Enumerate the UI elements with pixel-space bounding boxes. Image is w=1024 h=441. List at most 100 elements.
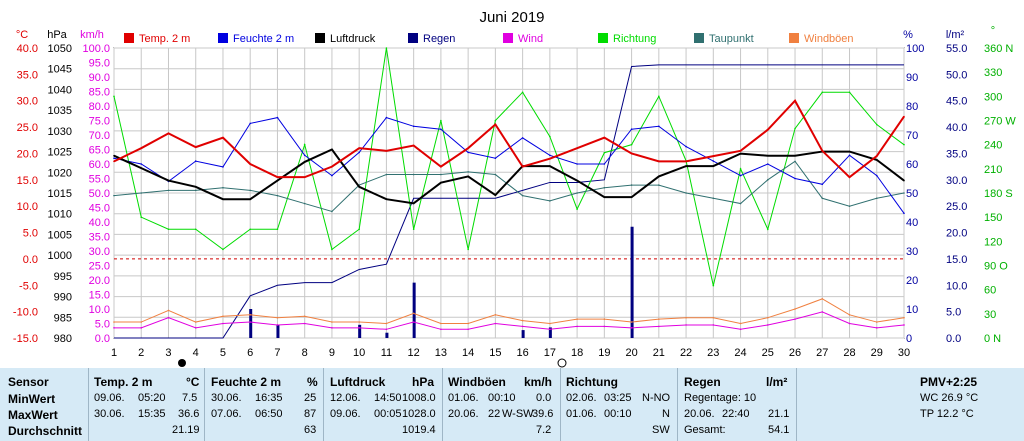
data-point <box>712 165 715 167</box>
data-point <box>766 324 769 326</box>
data-point <box>521 319 524 322</box>
humidity-tick-label: 0 <box>906 333 912 345</box>
wind-tick-label: 80.0 <box>89 101 110 113</box>
data-point <box>194 327 197 329</box>
data-point <box>549 154 551 157</box>
wind-tick-label: 40.0 <box>89 217 110 229</box>
rain-cumulative-line <box>114 64 904 339</box>
data-point <box>358 151 360 154</box>
wind-tick-label: 20.0 <box>89 275 110 287</box>
wind-tick-label: 95.0 <box>89 58 110 70</box>
pressure-tick-label: 1040 <box>48 84 72 96</box>
direction-tick-label: 120 <box>984 236 1002 248</box>
pressure-stats: Luftdruck hPa 12.06. 14:50 1008.0 09.06.… <box>330 368 440 441</box>
data-point <box>467 151 469 154</box>
wind-tick-label: 30.0 <box>89 246 110 258</box>
gust-max-time: 22 <box>488 408 501 420</box>
data-point <box>794 308 796 310</box>
data-point <box>603 151 606 154</box>
data-point <box>875 123 878 126</box>
data-point <box>521 165 524 168</box>
data-point <box>630 128 633 130</box>
data-point <box>766 179 769 181</box>
temp-max-time: 15:35 <box>138 408 166 420</box>
data-point <box>685 192 687 194</box>
data-point <box>685 165 687 167</box>
legend-swatch <box>694 33 704 43</box>
data-point <box>467 322 469 325</box>
pressure-tick-label: 985 <box>54 312 72 324</box>
data-point <box>331 148 333 151</box>
data-point <box>875 321 878 323</box>
data-point <box>440 119 442 122</box>
data-point <box>903 179 905 182</box>
rain-total-label: Gesamt: <box>684 424 726 436</box>
direction-tick-label: 0 N <box>984 333 1001 345</box>
dir-title: Richtung <box>566 375 618 389</box>
data-point <box>140 192 143 194</box>
temp-axis-unit: °C <box>16 29 28 41</box>
data-point <box>222 315 224 318</box>
data-point <box>303 154 306 157</box>
x-tick-label: 10 <box>353 347 365 359</box>
data-point <box>576 208 578 210</box>
x-tick-label: 5 <box>220 347 226 359</box>
data-point <box>276 176 279 178</box>
hum-min-time: 16:35 <box>255 392 283 404</box>
temp-tick-label: 35.0 <box>17 69 38 81</box>
data-point <box>385 322 388 325</box>
data-point <box>658 325 660 328</box>
statistics-panel: Sensor MinWert MaxWert Durchschnitt Temp… <box>0 368 1024 441</box>
row-label-max: MaxWert <box>8 408 58 422</box>
wind-line <box>114 311 905 330</box>
data-point <box>685 324 687 326</box>
data-point <box>712 155 715 157</box>
data-point <box>603 186 606 189</box>
data-point <box>358 327 360 329</box>
dewpoint-line <box>113 160 905 213</box>
press-max-time: 00:05 <box>374 408 402 420</box>
temp-max-val: 36.6 <box>178 408 200 420</box>
dir-max-date: 01.06. <box>566 408 597 420</box>
press-avg: 1019.4 <box>402 424 436 436</box>
data-point <box>766 316 769 319</box>
data-point <box>685 316 687 319</box>
wind-tick-label: 65.0 <box>89 145 110 157</box>
wind-tick-label: 15.0 <box>89 290 110 302</box>
gust-min-val: 0.0 <box>536 392 552 404</box>
data-point <box>658 125 660 128</box>
data-point <box>358 147 360 149</box>
x-tick-label: 16 <box>516 347 528 359</box>
gust-stats: Windböen km/h 01.06. 00:10 0.0 20.06. 22… <box>448 368 558 441</box>
x-tick-label: 25 <box>762 347 774 359</box>
rain-bar <box>358 324 362 338</box>
direction-tick-label: 30 <box>984 309 996 321</box>
data-point <box>494 123 497 126</box>
data-point <box>712 284 715 287</box>
x-tick-label: 7 <box>274 347 280 359</box>
data-point <box>603 136 606 139</box>
data-point <box>494 322 497 325</box>
data-point <box>521 194 524 197</box>
pressure-tick-label: 990 <box>54 292 72 304</box>
data-point <box>494 157 497 159</box>
legend-swatch <box>408 33 418 43</box>
temp-tick-label: 40.0 <box>17 43 38 55</box>
temp-tick-label: 20.0 <box>17 148 38 160</box>
x-tick-label: 15 <box>489 347 501 359</box>
pmv-wc: WC 26.9 °C <box>920 392 979 404</box>
wind-tick-label: 70.0 <box>89 130 110 142</box>
data-point <box>276 116 279 119</box>
direction-tick-label: 300 <box>984 91 1002 103</box>
wind-tick-label: 90.0 <box>89 72 110 84</box>
data-point <box>903 192 905 194</box>
data-point <box>685 145 687 148</box>
wind-tick-label: 45.0 <box>89 203 110 215</box>
data-point <box>630 143 633 146</box>
data-point <box>903 115 905 118</box>
data-point <box>331 327 333 329</box>
hum-max-date: 07.06. <box>211 408 242 420</box>
data-point <box>385 150 388 152</box>
rain-tick-label: 50.0 <box>946 69 967 81</box>
wind-tick-label: 85.0 <box>89 87 110 99</box>
